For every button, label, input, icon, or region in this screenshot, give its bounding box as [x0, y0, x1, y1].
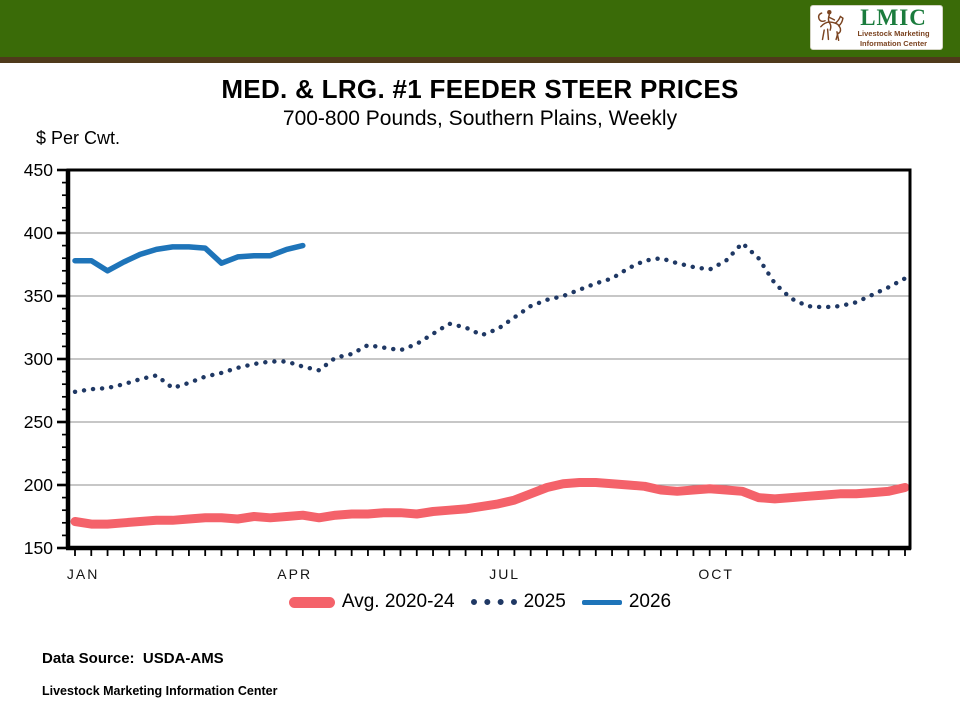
x-axis-month-labels: JAN APR JUL OCT [67, 566, 734, 582]
cowboy-sketch-icon [814, 5, 848, 50]
2025-dotted-line-swatch [470, 599, 517, 605]
y-gridlines [68, 232, 910, 486]
page-title: MED. & LRG. #1 FEEDER STEER PRICES [221, 74, 739, 104]
svg-text:APR: APR [277, 566, 312, 582]
legend-label-avg-2020-24: Avg. 2020-24 [341, 591, 455, 612]
header-accent-strip [0, 57, 960, 63]
svg-text:JUL: JUL [489, 566, 520, 582]
price-chart: 150 200 250 300 350 400 450 JAN APR JUL OCT [24, 160, 912, 582]
series-avg-2020-24-line [70, 478, 910, 529]
legend-label-2025: 2025 [523, 591, 566, 612]
svg-text:450: 450 [24, 160, 53, 180]
logo-text: LMIC Livestock Marketing Information Cen… [848, 6, 939, 48]
svg-text:150: 150 [24, 538, 53, 558]
2026-solid-line-swatch [581, 599, 622, 605]
series-y2026-line [72, 242, 306, 274]
lmic-logo: LMIC Livestock Marketing Information Cen… [810, 5, 943, 50]
page-subtitle: 700-800 Pounds, Southern Plains, Weekly [282, 107, 678, 130]
y-axis-labels: 150 200 250 300 350 400 450 [24, 160, 53, 558]
avg-2020-24-line-swatch [288, 596, 335, 608]
logo-subtext-line1: Livestock Marketing [857, 29, 930, 39]
data-series [70, 240, 910, 529]
data-source-note: Data Source: USDA-AMS [42, 650, 224, 667]
svg-text:350: 350 [24, 286, 53, 306]
organization-note: Livestock Marketing Information Center [42, 684, 278, 698]
svg-text:300: 300 [24, 349, 53, 369]
svg-text:OCT: OCT [698, 566, 734, 582]
y-axis-ticks [57, 168, 68, 550]
svg-text:250: 250 [24, 412, 53, 432]
logo-acronym: LMIC [860, 5, 927, 31]
header-band [0, 0, 960, 57]
x-axis-ticks [74, 548, 906, 556]
legend-item-2025: 2025 [470, 591, 566, 613]
logo-subtext-line2: Information Center [859, 39, 928, 48]
legend-label-2026: 2026 [628, 591, 672, 612]
legend-item-2026: 2026 [581, 591, 672, 613]
chart-legend: Avg. 2020-24 2025 2026 [0, 591, 960, 613]
svg-text:200: 200 [24, 475, 53, 495]
svg-text:400: 400 [24, 223, 53, 243]
svg-text:JAN: JAN [67, 566, 99, 582]
y-axis-unit-label: $ Per Cwt. [36, 128, 121, 148]
legend-item-avg-2020-24: Avg. 2020-24 [288, 591, 455, 613]
series-y2025-line [72, 240, 908, 395]
